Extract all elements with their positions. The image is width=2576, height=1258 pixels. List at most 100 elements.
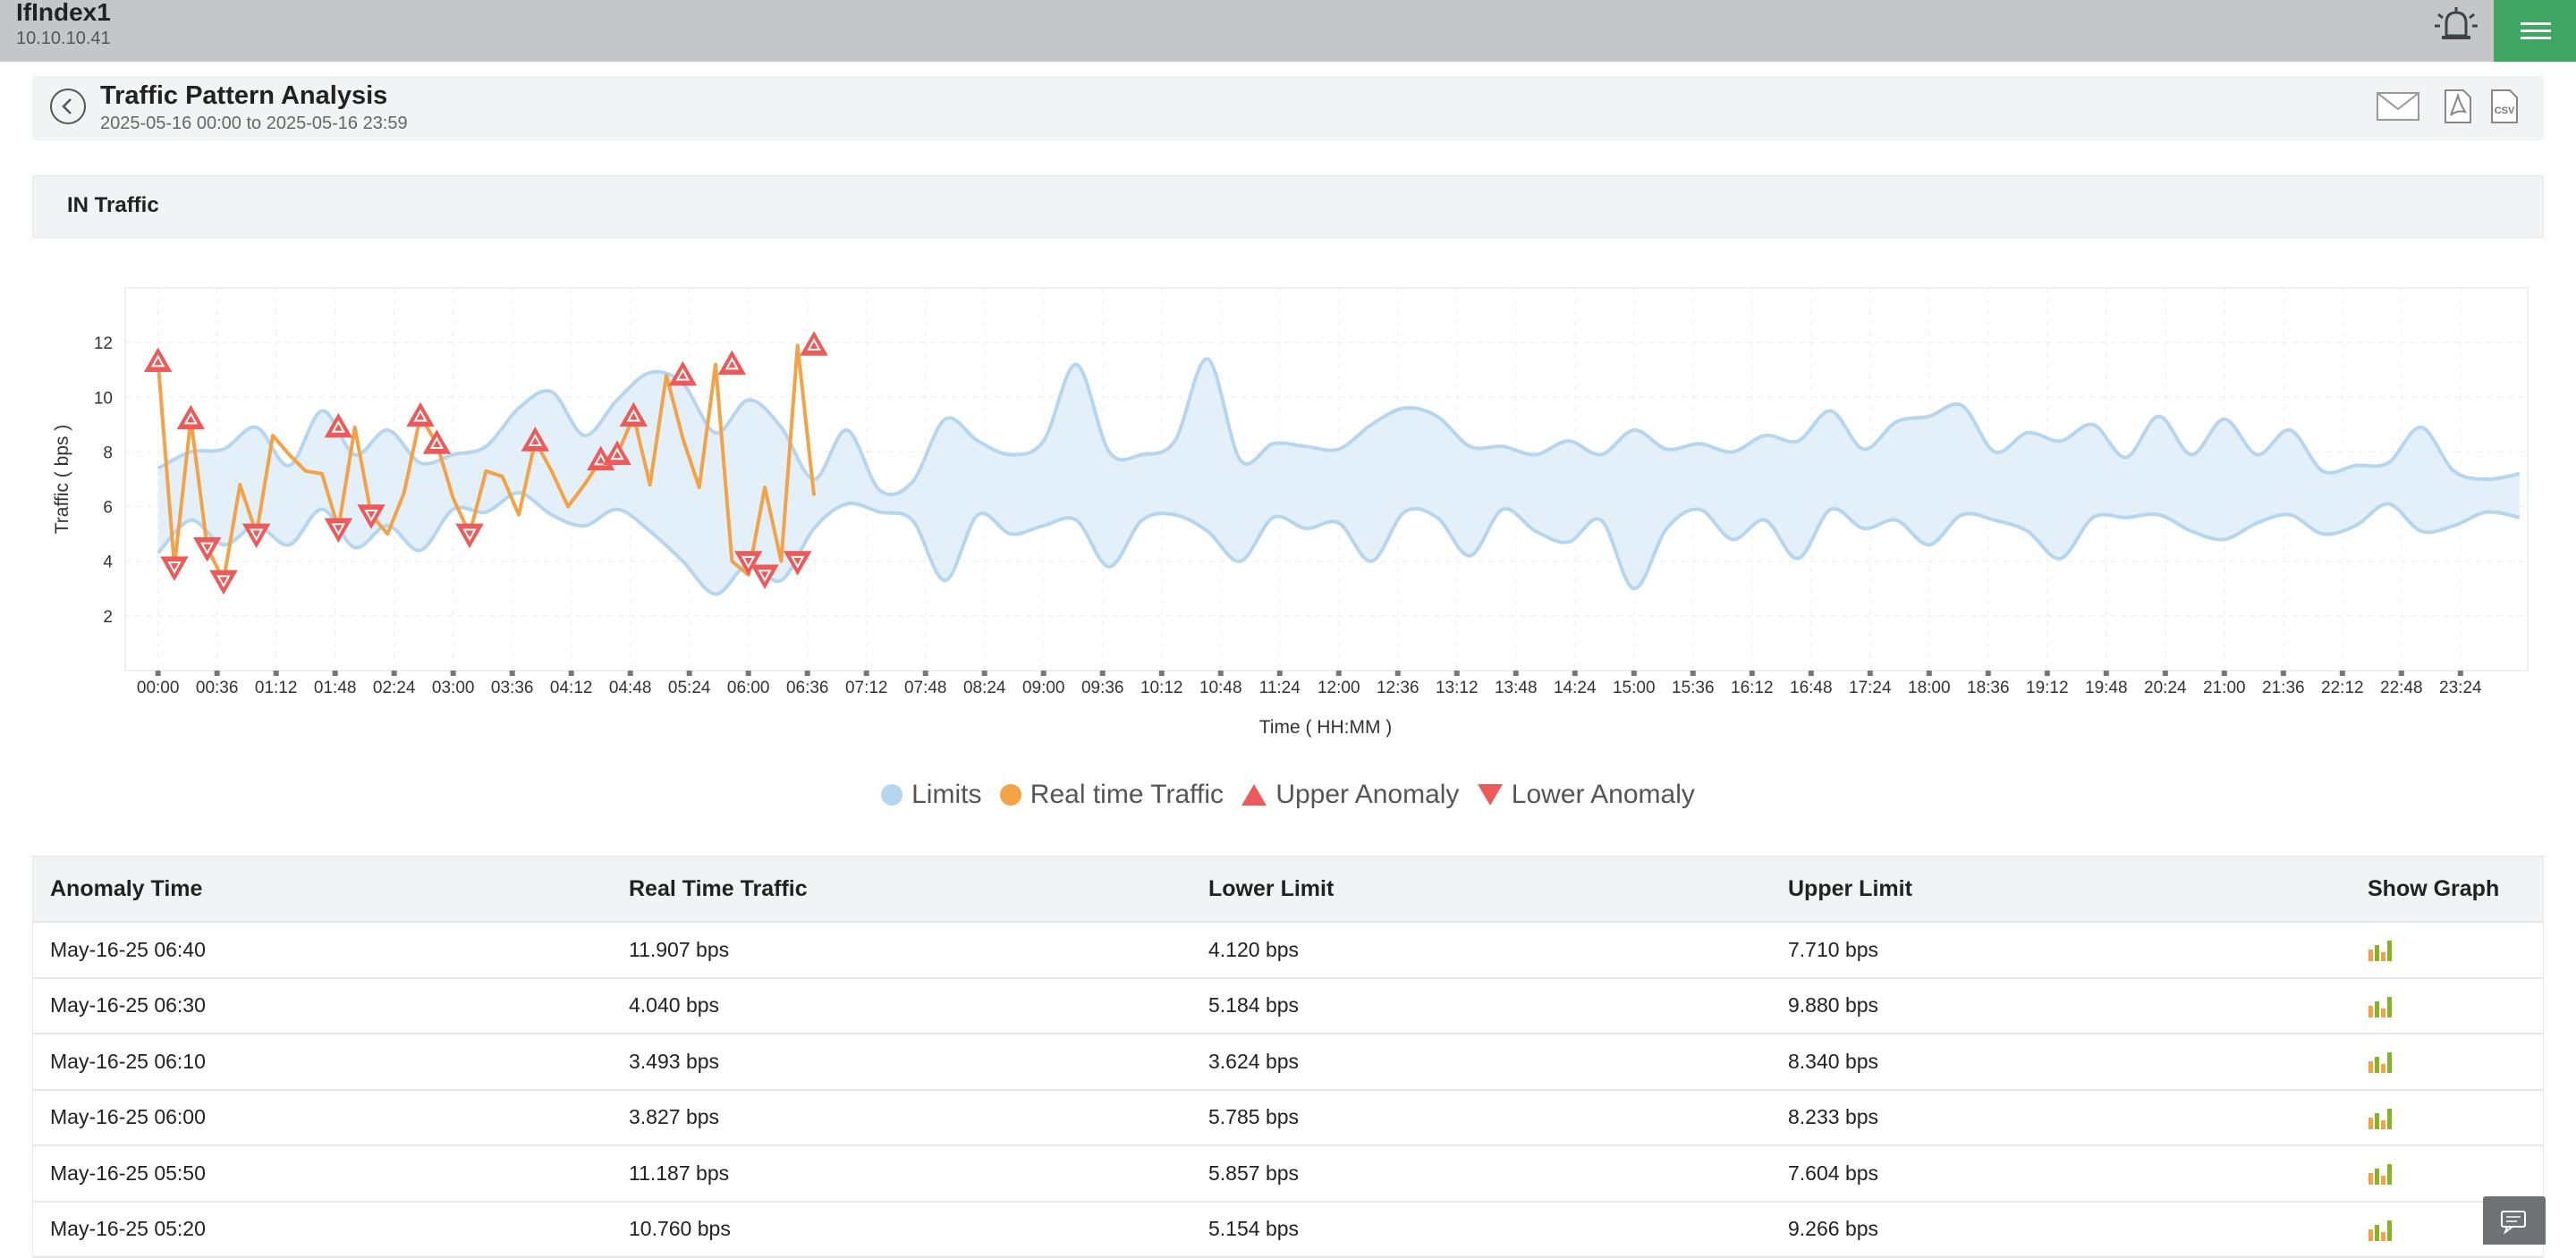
pdf-icon[interactable] (2442, 89, 2474, 124)
x-tick-label: 17:24 (1849, 679, 1892, 697)
back-arrow-icon[interactable] (50, 89, 86, 124)
email-icon[interactable] (2376, 89, 2420, 122)
x-tick-mark (1809, 671, 1814, 676)
column-header[interactable]: Upper Limit (1788, 857, 1912, 921)
table-cell: May-16-25 06:00 (50, 1091, 206, 1145)
y-tick-label: 4 (103, 553, 113, 572)
top-bar: IfIndex1 10.10.10.41 (0, 0, 2576, 62)
legend-label: Upper Anomaly (1275, 780, 1459, 810)
x-tick-mark (2340, 671, 2345, 676)
bar-graph-icon[interactable] (2368, 1106, 2394, 1129)
x-tick-mark (333, 671, 338, 676)
show-graph-button[interactable] (2368, 923, 2394, 977)
x-tick-mark (1986, 671, 1991, 676)
column-header[interactable]: Real Time Traffic (629, 857, 808, 921)
x-tick-mark (687, 671, 692, 676)
x-tick-label: 21:00 (2203, 679, 2246, 697)
report-header: Traffic Pattern Analysis 2025-05-16 00:0… (32, 76, 2544, 140)
legend-limits[interactable]: Limits (881, 780, 981, 810)
x-tick-label: 10:48 (1199, 679, 1242, 697)
legend-label: Lower Anomaly (1512, 780, 1695, 810)
bar-graph-icon[interactable] (2368, 994, 2394, 1017)
table-header-row: Anomaly Time Real Time Traffic Lower Lim… (32, 856, 2544, 923)
csv-icon[interactable]: CSV (2488, 89, 2521, 124)
y-tick-label: 10 (94, 389, 113, 408)
x-tick-label: 22:12 (2321, 679, 2364, 697)
anomaly-table: Anomaly Time Real Time Traffic Lower Lim… (32, 856, 2544, 1258)
chat-icon[interactable] (2483, 1196, 2546, 1245)
show-graph-button[interactable] (2368, 1146, 2394, 1201)
legend-upper-anomaly[interactable]: Upper Anomaly (1241, 780, 1459, 810)
table-cell: 3.624 bps (1208, 1034, 1299, 1089)
x-tick-mark (1631, 671, 1637, 676)
x-tick-label: 15:36 (1672, 679, 1715, 697)
show-graph-button[interactable] (2368, 1203, 2394, 1257)
x-tick-label: 12:36 (1377, 679, 1419, 697)
legend-label: Limits (911, 780, 981, 810)
alarm-bell-icon[interactable] (2431, 2, 2481, 48)
x-tick-mark (1277, 671, 1283, 676)
x-tick-label: 00:00 (137, 679, 180, 697)
table-cell: 7.604 bps (1788, 1146, 1878, 1201)
y-tick-label: 8 (103, 443, 113, 462)
x-tick-mark (982, 671, 987, 676)
x-tick-label: 00:36 (196, 679, 239, 697)
x-tick-mark (1454, 671, 1460, 676)
x-tick-label: 18:36 (1967, 679, 2010, 697)
x-tick-mark (2458, 671, 2463, 676)
x-tick-mark (628, 671, 633, 676)
table-cell: 8.340 bps (1788, 1034, 1878, 1089)
x-tick-label: 21:36 (2262, 679, 2305, 697)
csv-icon-label: CSV (2495, 106, 2515, 116)
x-tick-mark (2399, 671, 2404, 676)
table-cell: May-16-25 06:30 (50, 979, 206, 1034)
table-cell: 5.857 bps (1208, 1146, 1299, 1201)
show-graph-button[interactable] (2368, 1091, 2394, 1145)
hamburger-menu-icon[interactable] (2494, 0, 2576, 62)
x-tick-mark (1690, 671, 1696, 676)
x-tick-label: 03:36 (491, 679, 534, 697)
x-tick-mark (1218, 671, 1224, 676)
show-graph-button[interactable] (2368, 979, 2394, 1034)
x-tick-label: 19:48 (2085, 679, 2128, 697)
x-tick-label: 12:00 (1318, 679, 1360, 697)
x-tick-label: 08:24 (963, 679, 1006, 697)
x-tick-label: 04:48 (609, 679, 652, 697)
x-tick-label: 09:00 (1022, 679, 1065, 697)
x-tick-mark (1868, 671, 1873, 676)
bar-graph-icon[interactable] (2368, 938, 2394, 961)
x-tick-label: 23:24 (2439, 679, 2482, 697)
column-header[interactable]: Anomaly Time (50, 857, 202, 921)
x-tick-label: 05:24 (668, 679, 711, 697)
y-tick-label: 2 (103, 608, 113, 627)
x-tick-mark (215, 671, 220, 676)
table-cell: 7.710 bps (1788, 923, 1878, 977)
x-tick-label: 15:00 (1613, 679, 1656, 697)
x-tick-label: 16:48 (1790, 679, 1833, 697)
x-tick-mark (2104, 671, 2109, 676)
chart-legend: Limits Real time Traffic Upper Anomaly L… (0, 780, 2576, 819)
section-header: IN Traffic (32, 175, 2544, 238)
x-tick-label: 20:24 (2144, 679, 2187, 697)
legend-lower-anomaly[interactable]: Lower Anomaly (1478, 780, 1695, 810)
column-header[interactable]: Lower Limit (1208, 857, 1334, 921)
bar-graph-icon[interactable] (2368, 1050, 2394, 1073)
column-header: Show Graph (2368, 857, 2499, 921)
table-cell: 11.907 bps (629, 923, 729, 977)
show-graph-button[interactable] (2368, 1034, 2394, 1089)
x-tick-mark (451, 671, 456, 676)
date-range: 2025-05-16 00:00 to 2025-05-16 23:59 (100, 114, 408, 134)
x-tick-mark (2222, 671, 2227, 676)
legend-dot-icon (1000, 784, 1021, 806)
table-cell: May-16-25 06:10 (50, 1034, 206, 1089)
x-tick-label: 18:00 (1908, 679, 1951, 697)
x-tick-mark (2163, 671, 2168, 676)
bar-graph-icon[interactable] (2368, 1218, 2394, 1241)
y-tick-label: 6 (103, 499, 113, 518)
bar-graph-icon[interactable] (2368, 1161, 2394, 1185)
table-cell: 5.154 bps (1208, 1203, 1299, 1257)
legend-real-time-traffic[interactable]: Real time Traffic (1000, 780, 1224, 810)
